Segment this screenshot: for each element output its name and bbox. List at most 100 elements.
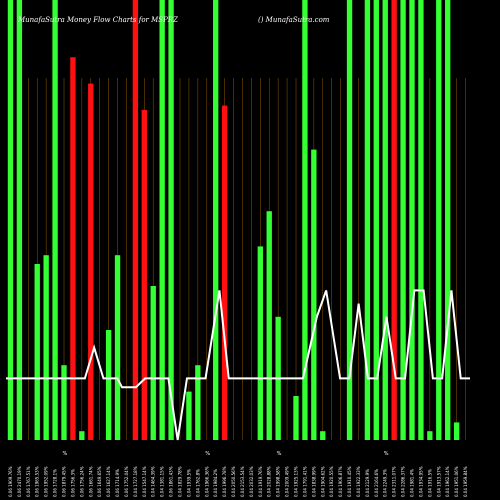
bar (61, 365, 67, 440)
x-tick-label: 0.04 1934.95% (418, 466, 423, 497)
bar (293, 396, 299, 440)
bar-series (7, 0, 460, 440)
x-tick-label: 0.04 1829.78% (178, 466, 183, 497)
x-tick-label: 0.04 1962.14% (445, 466, 450, 497)
bar (320, 431, 326, 440)
x-tick-label: 0.06 1952.09% (44, 466, 49, 497)
bar (221, 105, 228, 440)
x-tick-label: 0.04 1464.39% (151, 466, 156, 497)
bar (52, 0, 58, 440)
bar (43, 255, 49, 440)
x-tick-label: 0.06 1728.1% (53, 469, 58, 497)
separator-marker: % (205, 451, 210, 457)
bar (88, 83, 94, 440)
bar (418, 0, 424, 440)
bar (150, 286, 156, 440)
x-tick-label: 0.06 1627.14% (106, 466, 111, 497)
bar (168, 0, 174, 440)
x-tick-label: 0.06 1756.3% (70, 469, 75, 497)
bar (16, 0, 23, 440)
x-tick-label: 0.04 1838.99% (311, 466, 316, 497)
x-tick-label: 0.04 2009.49% (285, 466, 290, 497)
bar (436, 0, 442, 440)
x-tick-label: 0.04 2249.3% (383, 469, 388, 497)
bar (445, 0, 451, 440)
x-tick-label: 0.04 1913.57% (436, 466, 441, 497)
bar (159, 0, 165, 440)
x-tick-label: 0.04 2164.6% (374, 469, 379, 497)
x-tick-label: 0.06 1909.76% (8, 466, 13, 497)
x-tick-label: 0.06 1965.53% (35, 466, 40, 497)
x-tick-label: 0.04 1959.84% (463, 466, 468, 497)
bar (382, 0, 388, 440)
separator-marker: % (63, 451, 68, 457)
x-tick-label: 0.06 1879.45% (62, 466, 67, 497)
x-tick-label: 0.04 2050.56% (231, 466, 236, 497)
chart-title: MunafaSutra Money Flow Charts for MSPRZ (17, 16, 178, 24)
x-tick-label: 0.04 2032.03% (249, 466, 254, 497)
x-tick-label: 0.04 1922.33% (356, 466, 361, 497)
bar (302, 0, 308, 440)
money-flow-line-layer (6, 289, 470, 441)
x-tick-label: 0.04 1951.06% (454, 466, 459, 497)
x-tick-label: 0.04 1925.13% (294, 466, 299, 497)
bar (132, 0, 139, 440)
x-tick-label: 0.04 1910.45% (347, 466, 352, 497)
x-tick-label: 0.04 2311.07% (392, 466, 397, 497)
x-tick-label: 0.06 1649.65% (97, 466, 102, 497)
x-tick-label: 0.04 1381.15% (160, 466, 165, 497)
x-tick-label: 0.04 1981.4% (410, 469, 415, 497)
x-tick-label: 0.06 1861.43% (169, 466, 174, 497)
x-tick-labels: 0.06 1909.76% 0.06 2470.19% 0.06 1767.51% 0… (8, 466, 468, 497)
bar (257, 246, 263, 440)
x-tick-label: 0.04 1916.5% (427, 469, 432, 497)
x-tick-label: 0.04 1998.58% (276, 466, 281, 497)
x-tick-label: 0.04 2286.37% (401, 466, 406, 497)
x-tick-label: 0.04 1919.76% (258, 466, 263, 497)
x-tick-label: 0.06 2470.19% (17, 466, 22, 497)
bar (391, 0, 397, 440)
x-tick-label: 0.04 1727.18% (133, 466, 138, 497)
chart-credit: () MunafaSutra.com (258, 16, 330, 24)
money-flow-line (6, 289, 470, 441)
bar (34, 264, 40, 440)
bar (114, 255, 121, 440)
separator-markers: %%%% (63, 451, 389, 457)
x-tick-label: 0.06 1714.9% (115, 469, 120, 497)
x-tick-label: 0.04 2129.9% (365, 469, 370, 497)
x-tick-label: 0.06 1767.51% (26, 466, 31, 497)
x-tick-label: 0.04 1904.62% (320, 466, 325, 497)
x-tick-label: 0.04 1966.36% (204, 466, 209, 497)
bar (453, 422, 460, 440)
bar (373, 0, 379, 440)
bar (79, 431, 85, 440)
bar (186, 391, 192, 440)
bar (400, 0, 406, 440)
x-tick-label: 0.04 1920.55% (329, 466, 334, 497)
separator-marker: % (384, 451, 389, 457)
bar (70, 57, 76, 440)
x-tick-label: 0.06 1661.74% (88, 466, 93, 497)
bar (105, 330, 112, 440)
x-tick-label: 0.04 1996.78% (222, 466, 227, 497)
x-tick-label: 0.04 1906.87% (338, 466, 343, 497)
bar (213, 0, 219, 440)
x-tick-label: 0.04 1547.14% (142, 466, 147, 497)
x-tick-label: 0.04 1791.41% (302, 466, 307, 497)
x-tick-label: 0.04 1984.2% (213, 469, 218, 497)
bar (266, 211, 272, 440)
bar (409, 0, 415, 440)
bar (364, 0, 371, 440)
x-tick-label: 0.04 2153.54% (240, 466, 245, 497)
separator-marker: % (277, 451, 282, 457)
bar (7, 0, 14, 440)
x-tick-label: 0.06 1752.04% (124, 466, 129, 497)
x-tick-label: 0.04 2028.88% (267, 466, 272, 497)
bar (195, 365, 201, 440)
bar (346, 0, 353, 440)
bar (141, 110, 147, 440)
bar (427, 431, 433, 440)
x-tick-label: 0.04 1762.8% (195, 469, 200, 497)
